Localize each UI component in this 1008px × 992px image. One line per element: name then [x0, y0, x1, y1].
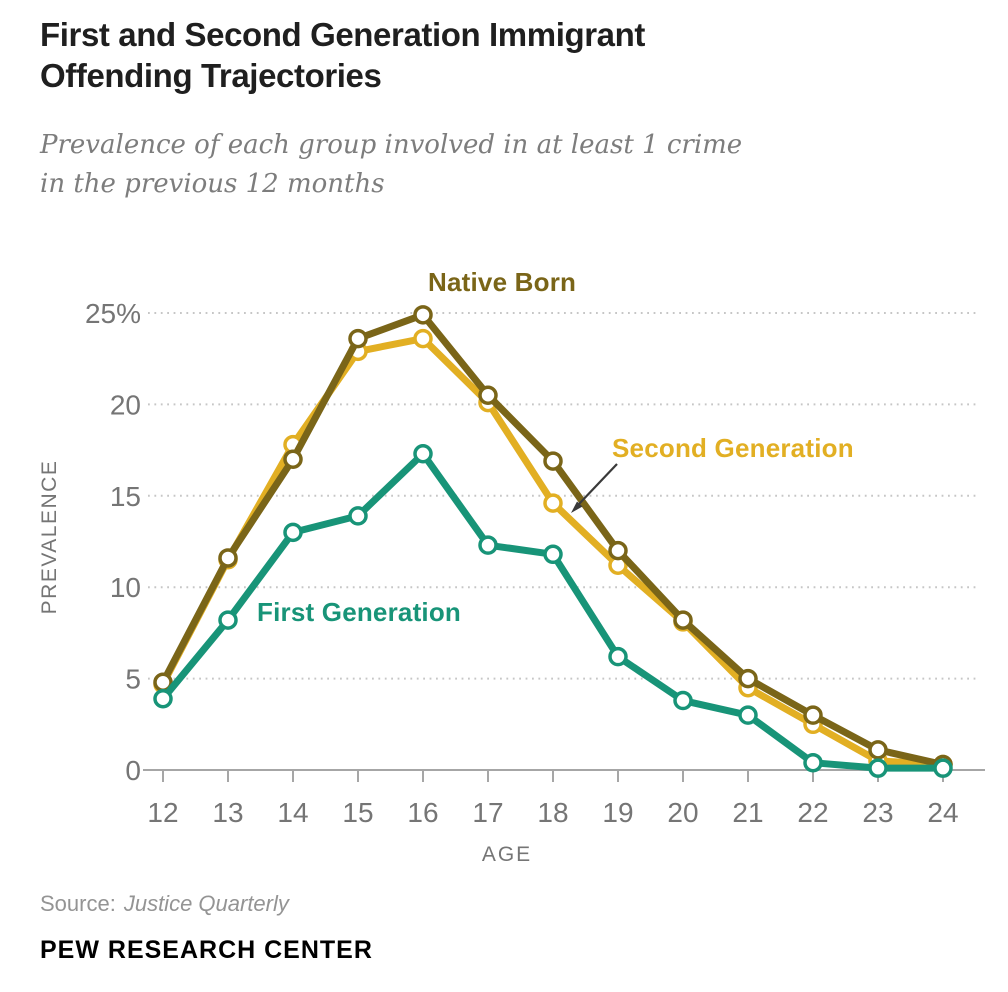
native-born-point-age-17 [478, 385, 498, 406]
first-generation-point-age-17 [478, 535, 498, 555]
first-generation-point-age-21 [738, 705, 758, 725]
y-tick-label-5: 5 [125, 664, 141, 695]
x-tick-label-23: 23 [862, 797, 893, 828]
second-generation-series-label: Second Generation [612, 433, 854, 463]
first-generation-point-age-14 [283, 522, 303, 543]
native-born-point-age-14 [283, 449, 303, 469]
page-title-line1: First and Second Generation Immigrant [40, 16, 645, 53]
second-generation-point-age-18 [543, 493, 563, 513]
native-born-point-age-18 [543, 451, 563, 471]
page-title: First and Second Generation Immigrant Off… [40, 14, 645, 96]
native-born-point-age-16 [413, 305, 433, 325]
x-tick-label-14: 14 [277, 797, 308, 828]
x-tick-label-20: 20 [667, 797, 698, 828]
native-born-series-label: Native Born [428, 267, 577, 297]
x-tick-label-16: 16 [407, 797, 438, 828]
second-generation-arrow-line [578, 463, 618, 505]
y-tick-label-10: 10 [110, 572, 141, 603]
second-generation-arrowhead [571, 501, 583, 513]
first-generation-point-age-24 [933, 758, 953, 778]
native-born-point-age-15 [348, 328, 368, 349]
native-born-point-age-22 [803, 705, 823, 725]
x-tick-label-18: 18 [537, 797, 568, 828]
x-tick-label-24: 24 [927, 797, 958, 828]
native-born-line [159, 311, 944, 768]
x-tick-label-13: 13 [212, 797, 243, 828]
first-generation-series-label: First Generation [257, 597, 462, 627]
y-tick-label-15: 15 [110, 481, 141, 512]
y-axis-title: PREVALENCE [38, 459, 61, 615]
page-title-line2: Offending Trajectories [40, 57, 382, 94]
native-born-point-age-19 [608, 540, 628, 561]
second-generation-point-age-16 [413, 328, 433, 349]
page-subtitle-line1: Prevalence of each group involved in at … [40, 130, 743, 160]
first-generation-point-age-15 [348, 506, 368, 526]
pew-research-center-wordmark: PEW RESEARCH CENTER [40, 936, 373, 964]
first-generation-point-age-18 [543, 544, 563, 565]
page-subtitle-line2: in the previous 12 months [40, 169, 385, 199]
x-tick-label-21: 21 [732, 797, 763, 828]
source-name: Justice Quarterly [123, 891, 289, 916]
native-born-point-age-21 [738, 668, 758, 689]
native-born-point-age-23 [868, 740, 888, 760]
y-tick-label-0: 0 [125, 755, 141, 786]
x-axis-title: AGE [481, 843, 533, 866]
y-tick-label-20: 20 [110, 389, 141, 420]
source-line: Source: Justice Quarterly [40, 891, 289, 917]
first-generation-point-age-20 [673, 690, 693, 711]
x-tick-label-17: 17 [472, 797, 503, 828]
y-tick-label-25: 25% [85, 298, 141, 329]
native-born-point-age-20 [673, 610, 693, 630]
first-generation-point-age-12 [153, 688, 173, 709]
first-generation-point-age-23 [868, 758, 888, 778]
x-tick-label-19: 19 [602, 797, 633, 828]
page-subtitle: Prevalence of each group involved in at … [40, 126, 742, 204]
x-tick-label-12: 12 [147, 797, 178, 828]
x-tick-label-22: 22 [797, 797, 828, 828]
first-generation-point-age-22 [803, 752, 823, 773]
x-tick-label-15: 15 [342, 797, 373, 828]
native-born-point-age-13 [218, 548, 238, 568]
first-generation-point-age-16 [413, 444, 433, 464]
first-generation-point-age-13 [218, 610, 238, 630]
first-generation-point-age-19 [608, 646, 628, 667]
source-prefix: Source: [40, 891, 116, 916]
